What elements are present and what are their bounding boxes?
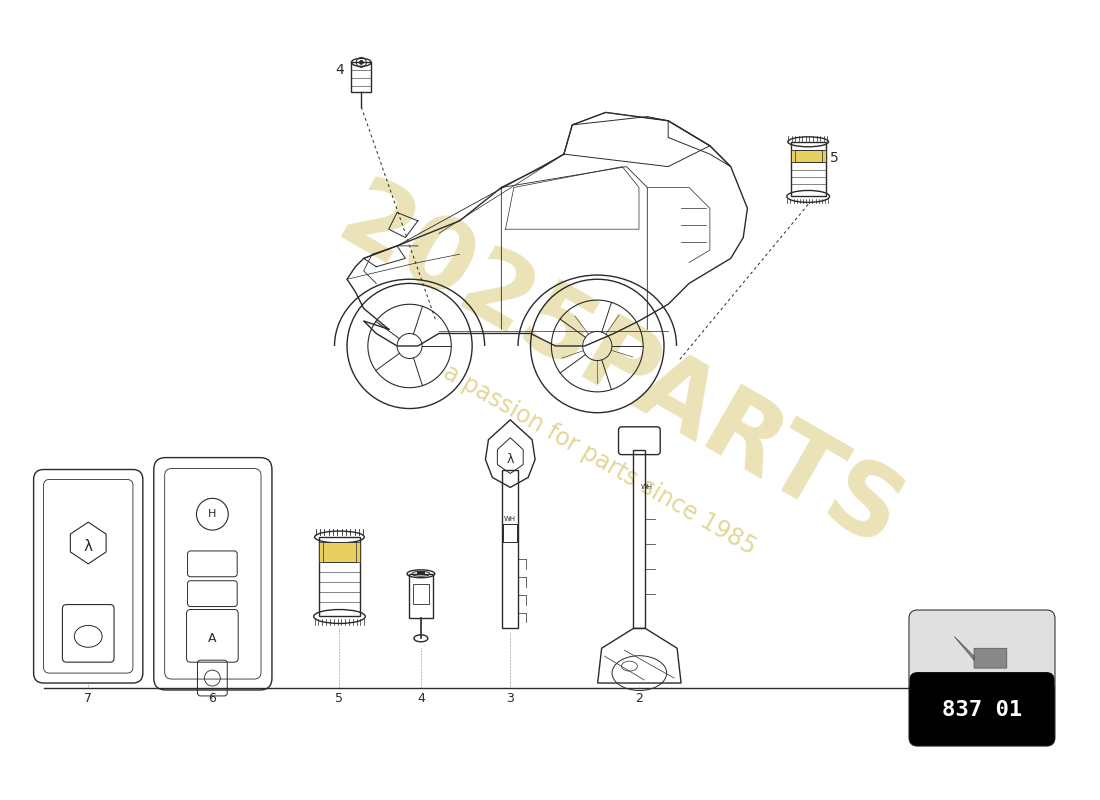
Bar <box>634 450 646 629</box>
Text: 4: 4 <box>336 63 344 78</box>
Text: 1: 1 <box>987 693 994 706</box>
FancyBboxPatch shape <box>910 672 1055 746</box>
Text: 2025PARTS: 2025PARTS <box>321 170 917 570</box>
Bar <box>409 574 432 618</box>
Bar <box>351 62 372 92</box>
Circle shape <box>360 60 363 64</box>
Text: WH: WH <box>504 516 516 522</box>
Text: H: H <box>208 510 217 519</box>
Bar <box>503 470 518 629</box>
Bar <box>417 571 425 574</box>
Text: A: A <box>208 632 217 645</box>
FancyBboxPatch shape <box>910 610 1055 692</box>
Polygon shape <box>954 636 1007 668</box>
Text: 5: 5 <box>336 692 343 705</box>
Bar <box>791 150 826 162</box>
Bar <box>920 682 1045 736</box>
Text: 4: 4 <box>417 692 425 705</box>
Bar <box>412 584 429 603</box>
Bar <box>322 542 356 562</box>
Bar <box>319 542 361 562</box>
Text: 7: 7 <box>85 692 92 705</box>
Text: WH: WH <box>641 484 653 490</box>
Text: λ: λ <box>84 539 92 554</box>
Bar <box>795 150 822 162</box>
Text: a passion for parts since 1985: a passion for parts since 1985 <box>439 360 760 559</box>
Bar <box>319 537 361 617</box>
Text: 6: 6 <box>208 692 217 705</box>
Bar <box>791 142 826 197</box>
Bar <box>504 524 517 542</box>
Text: 837 01: 837 01 <box>942 700 1022 720</box>
FancyBboxPatch shape <box>910 610 1055 746</box>
Text: 3: 3 <box>506 692 514 705</box>
Text: λ: λ <box>507 453 514 466</box>
Text: 2: 2 <box>636 692 644 705</box>
Text: 5: 5 <box>830 150 839 165</box>
